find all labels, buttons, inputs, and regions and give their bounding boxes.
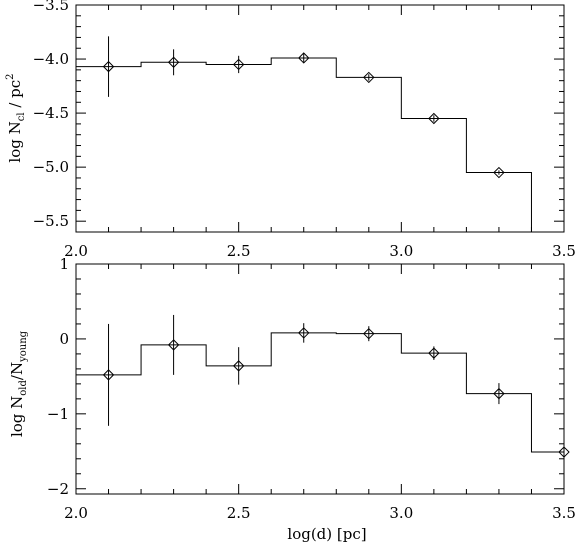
bottom-y-tick-label: −2 xyxy=(47,480,69,498)
bottom-step-histogram xyxy=(76,332,564,453)
bottom-y-label-main: log N xyxy=(8,396,26,437)
top-step-histogram xyxy=(76,57,532,232)
bottom-data-point-marker xyxy=(298,327,310,339)
bottom-y-label-mid: /N xyxy=(8,362,26,380)
bottom-y-label-sub: old xyxy=(18,380,29,396)
bottom-y-tick-label: 0 xyxy=(59,330,69,348)
bottom-x-tick-label: 3.5 xyxy=(552,504,576,522)
bottom-y-axis-label: log Nold/Nyoung xyxy=(8,330,29,437)
bottom-panel: 2.0 2.5 3.0 3.5 −2 −1 0 1 xyxy=(47,255,576,522)
top-y-tick-label: −4.0 xyxy=(33,50,69,68)
top-data-point-marker xyxy=(428,112,440,125)
top-y-label-sup: 2 xyxy=(5,73,16,79)
bottom-y-tick-label: 1 xyxy=(59,255,69,273)
bottom-x-tick-label: 2.0 xyxy=(64,504,88,522)
top-data-point-marker xyxy=(493,166,505,179)
top-y-tick-label: −3.5 xyxy=(33,0,69,14)
x-axis-label: log(d) [pc] xyxy=(287,525,366,543)
top-data-point-marker xyxy=(102,60,115,73)
bottom-data-point-marker xyxy=(102,369,115,381)
bottom-y-tick-label: −1 xyxy=(47,405,69,423)
bottom-x-tick-label: 3.0 xyxy=(389,504,413,522)
top-y-label-unit: / pc xyxy=(6,80,24,108)
bottom-data-point-marker xyxy=(428,347,440,359)
top-x-tick-label: 3.0 xyxy=(389,242,413,260)
bottom-data-point-marker xyxy=(558,446,570,458)
top-plot-frame xyxy=(75,4,565,233)
bottom-data-point-marker xyxy=(493,387,505,400)
bottom-data-point-marker xyxy=(232,360,245,372)
top-y-tick-label: −4.5 xyxy=(33,104,69,122)
top-data-point-marker xyxy=(232,58,245,71)
bottom-x-tick-label: 2.5 xyxy=(227,504,251,522)
top-x-tick-label: 2.0 xyxy=(64,242,88,260)
top-data-point-marker xyxy=(363,71,375,84)
bottom-data-point-marker xyxy=(167,339,180,351)
bottom-plot-frame xyxy=(75,263,565,495)
bottom-y-label-sub2: young xyxy=(18,330,29,363)
bottom-data-point-marker xyxy=(363,327,375,340)
top-x-tick-label: 3.5 xyxy=(552,242,576,260)
top-y-tick-label: −5.5 xyxy=(33,212,69,230)
top-panel: 2.0 2.5 3.0 3.5 −5.5 −5.0 −4.5 −4.0 −3.5 xyxy=(33,0,576,260)
top-y-label-main: log N xyxy=(6,121,24,162)
top-data-point-marker xyxy=(298,52,310,64)
top-y-axis-label: log Ncl / pc2 xyxy=(5,73,27,162)
top-x-tick-label: 2.5 xyxy=(227,242,251,260)
top-data-point-marker xyxy=(167,56,180,68)
top-y-label-sub: cl xyxy=(16,112,27,121)
top-y-tick-label: −5.0 xyxy=(33,158,69,176)
